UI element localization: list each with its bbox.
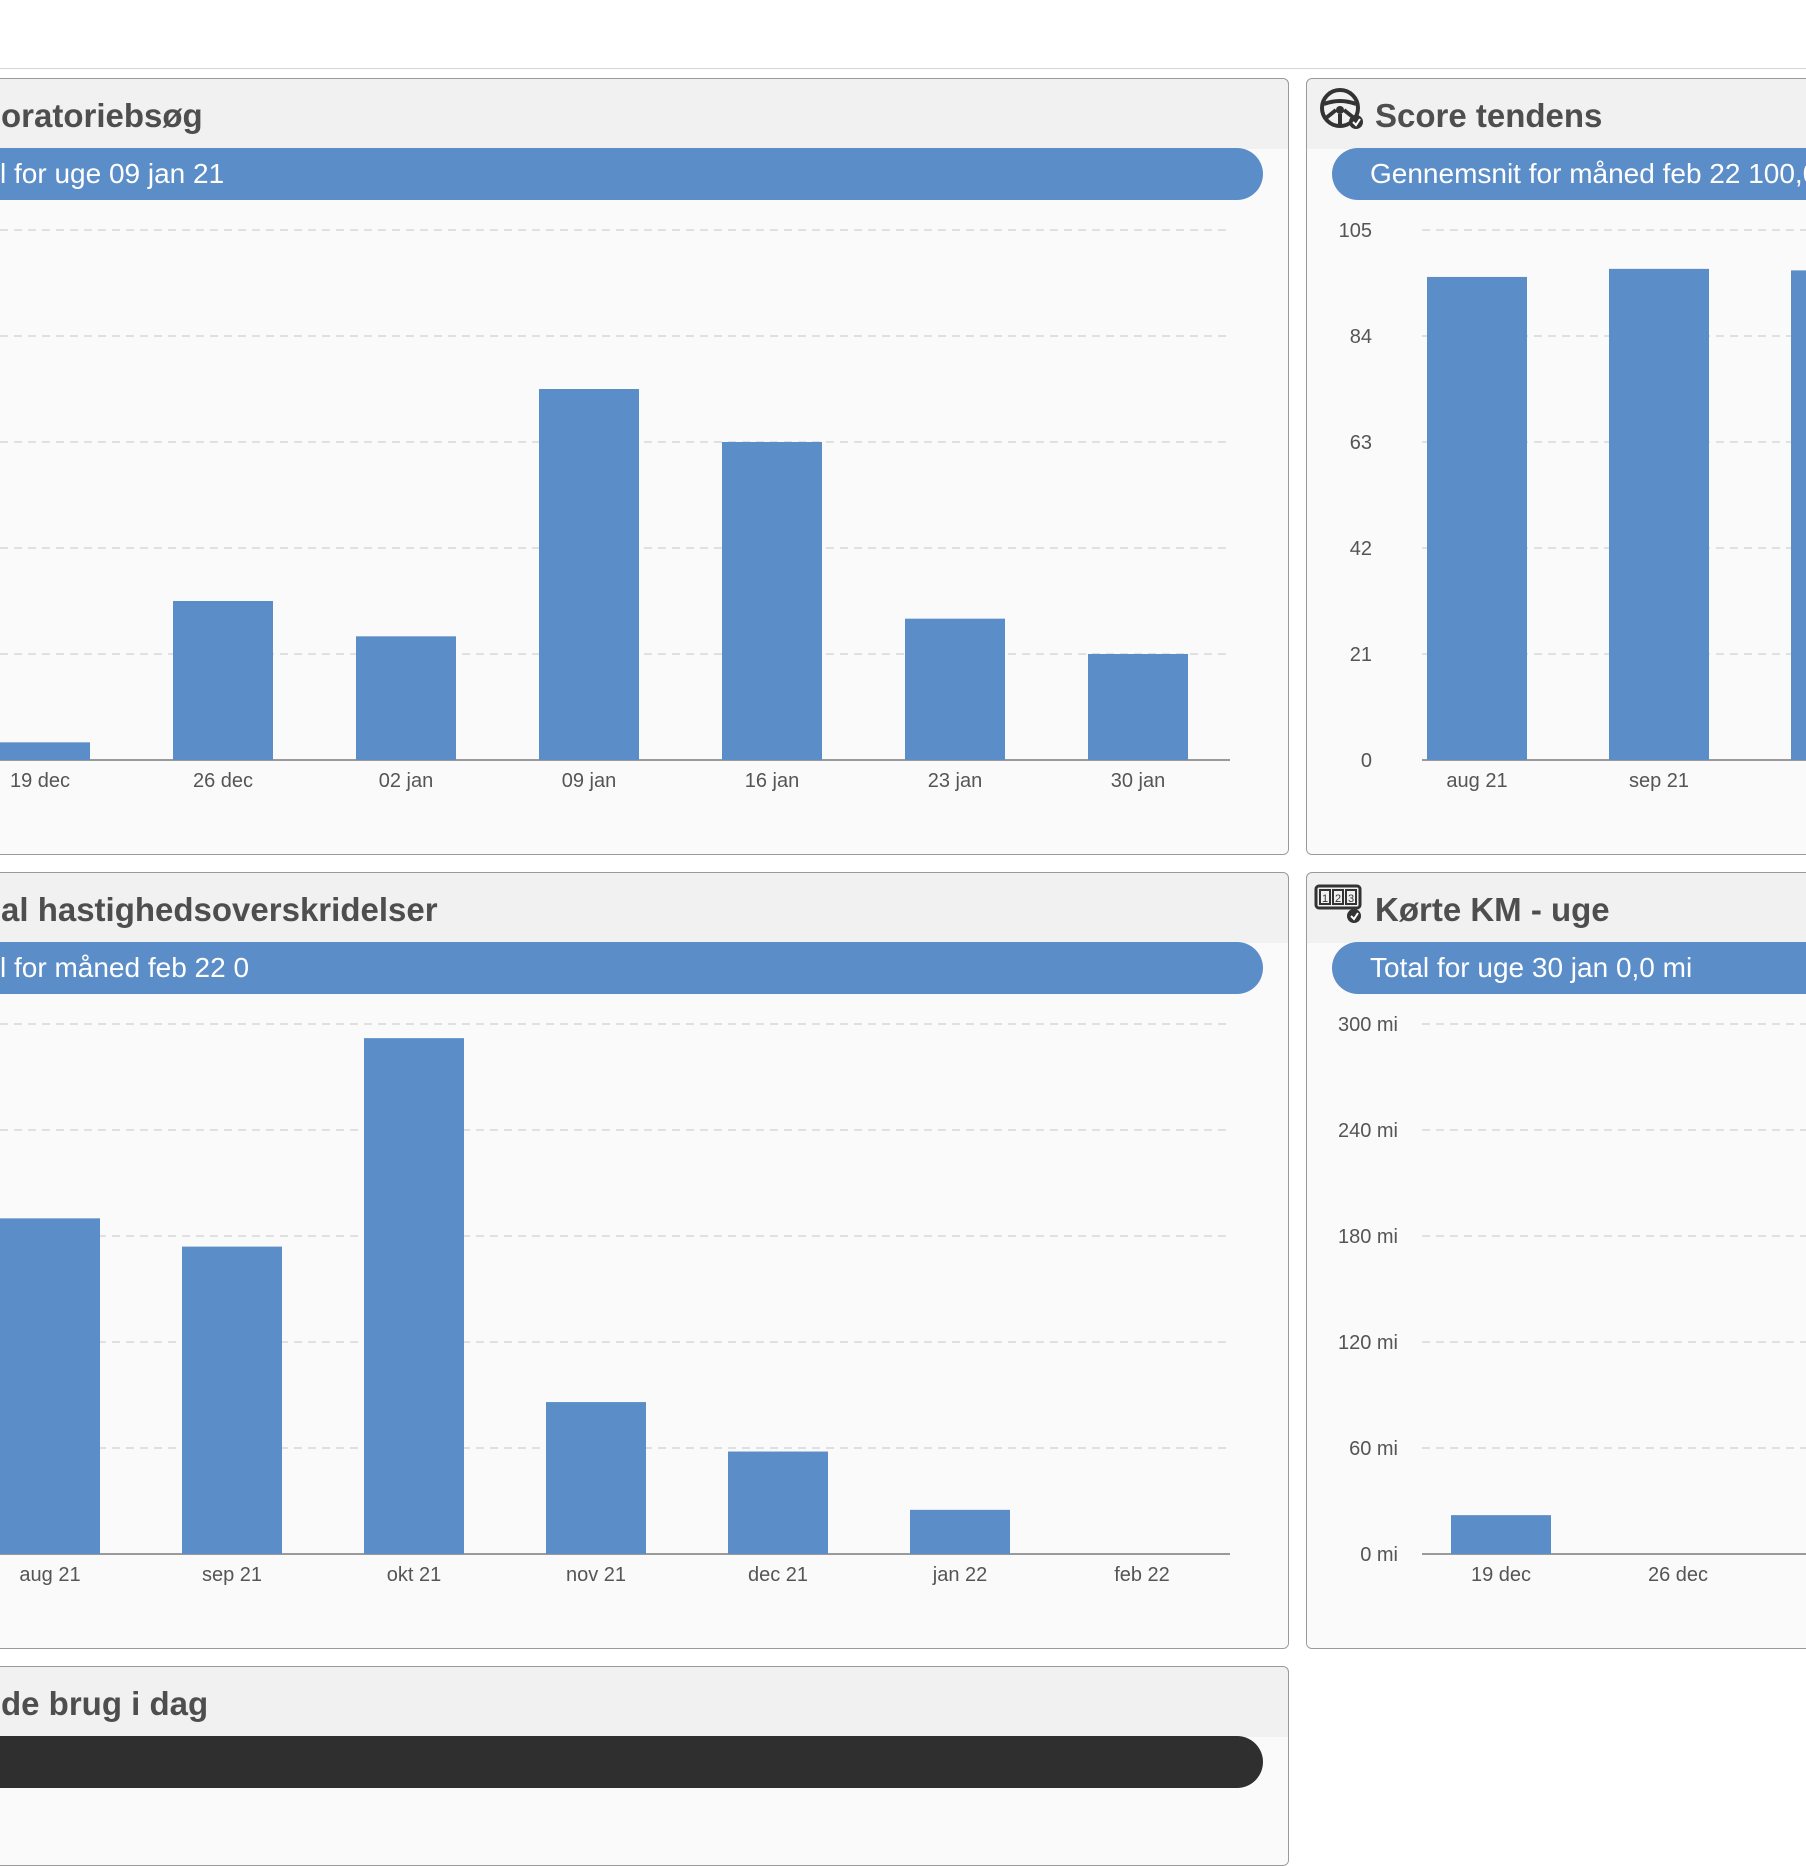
x-tick-label: 19 dec [10,770,70,792]
y-tick-label: 300 mi [1338,1014,1398,1036]
chart-bar[interactable] [182,1246,282,1554]
svg-text:3: 3 [1348,893,1354,905]
y-tick-label: 42 [1350,538,1372,560]
chart-bar[interactable] [546,1402,646,1554]
chart-lab-visits: 19 dec 26 dec 02 jan 09 jan 16 jan 23 jan 30 j… [0,229,1230,792]
x-tick-label: sep 21 [1629,770,1689,792]
y-tick-label: 105 [1339,220,1372,242]
y-tick-label: 120 mi [1338,1332,1398,1354]
x-tick-label: 23 jan [928,770,983,792]
chart-bar[interactable] [539,389,639,760]
summary-pill-speed: l for måned feb 22 0 [0,942,1263,994]
panel-title: de brug i dag [1,1685,209,1722]
chart-bar[interactable] [1427,276,1527,760]
top-bar [0,0,1806,69]
chart-bar[interactable] [0,1218,100,1554]
chart-bar[interactable] [1088,654,1188,760]
panel-body [1307,943,1806,1648]
chart-bar[interactable] [1791,270,1806,760]
panel-title: al hastighedsoverskridelser [1,891,438,928]
panel-title: Kørte KM - uge [1375,891,1610,928]
chart-bar[interactable] [364,1038,464,1554]
chart-bar[interactable] [910,1509,1010,1554]
summary-pill-km: Total for uge 30 jan 0,0 mi [1332,942,1806,994]
y-tick-label: 63 [1350,432,1372,454]
chart-bar[interactable] [722,442,822,760]
x-tick-label: 26 dec [193,770,253,792]
y-tick-label: 21 [1350,644,1372,666]
y-tick-label: 60 mi [1349,1438,1398,1460]
x-tick-label: jan 22 [932,1564,988,1586]
y-tick-label: 240 mi [1338,1120,1398,1142]
chart-speeding: aug 21 sep 21 okt 21 nov 21 dec 21 jan 22 feb … [0,1023,1230,1586]
summary-pill-usage [0,1736,1263,1788]
chart-bar[interactable] [1451,1515,1551,1554]
summary-pill-lab: l for uge 09 jan 21 [0,148,1263,200]
x-tick-label: feb 22 [1114,1564,1170,1586]
x-tick-label: 09 jan [562,770,617,792]
panel-title: Score tendens [1375,97,1603,134]
y-tick-label: 180 mi [1338,1226,1398,1248]
panel-body [1307,149,1806,854]
panel-title: oratoriebsøg [1,97,203,134]
chart-bar[interactable] [173,601,273,760]
y-tick-label: 84 [1350,326,1372,348]
x-tick-label: 16 jan [745,770,800,792]
x-tick-label: okt 21 [387,1564,441,1586]
steering-wheel-icon [1320,88,1363,129]
x-tick-label: sep 21 [202,1564,262,1586]
summary-text: Total for uge 30 jan 0,0 mi [1370,952,1693,983]
x-tick-label: 30 jan [1111,770,1166,792]
odometer-123-icon: 1 2 3 [1314,884,1362,923]
y-tick-label: 0 [1361,750,1372,772]
chart-bar[interactable] [905,618,1005,760]
x-tick-label: 02 jan [379,770,434,792]
summary-text: Gennemsnit for måned feb 22 100,0 [1370,158,1806,189]
x-tick-label: 26 dec [1648,1564,1708,1586]
x-tick-label: nov 21 [566,1564,626,1586]
summary-pill-score: Gennemsnit for måned feb 22 100,0 [1332,148,1806,200]
chart-bar[interactable] [1609,268,1709,760]
panel-km-week: Kørte KM - uge [1306,872,1806,1649]
svg-text:1: 1 [1322,893,1328,905]
summary-text: l for måned feb 22 0 [0,952,250,983]
svg-text:2: 2 [1335,893,1341,905]
y-tick-label: 0 mi [1360,1544,1398,1566]
panel-score-trend: Score tendens [1306,78,1806,855]
chart-bar[interactable] [728,1451,828,1554]
x-tick-label: 19 dec [1471,1564,1531,1586]
chart-km-week: 0 mi 60 mi 120 mi 180 mi 240 mi 300 mi 19 dec 2… [1338,1014,1806,1586]
chart-bar[interactable] [356,636,456,760]
x-tick-label: aug 21 [1446,770,1507,792]
summary-text: l for uge 09 jan 21 [0,158,225,189]
x-tick-label: aug 21 [19,1564,80,1586]
chart-bar[interactable] [0,742,90,760]
x-tick-label: dec 21 [748,1564,808,1586]
